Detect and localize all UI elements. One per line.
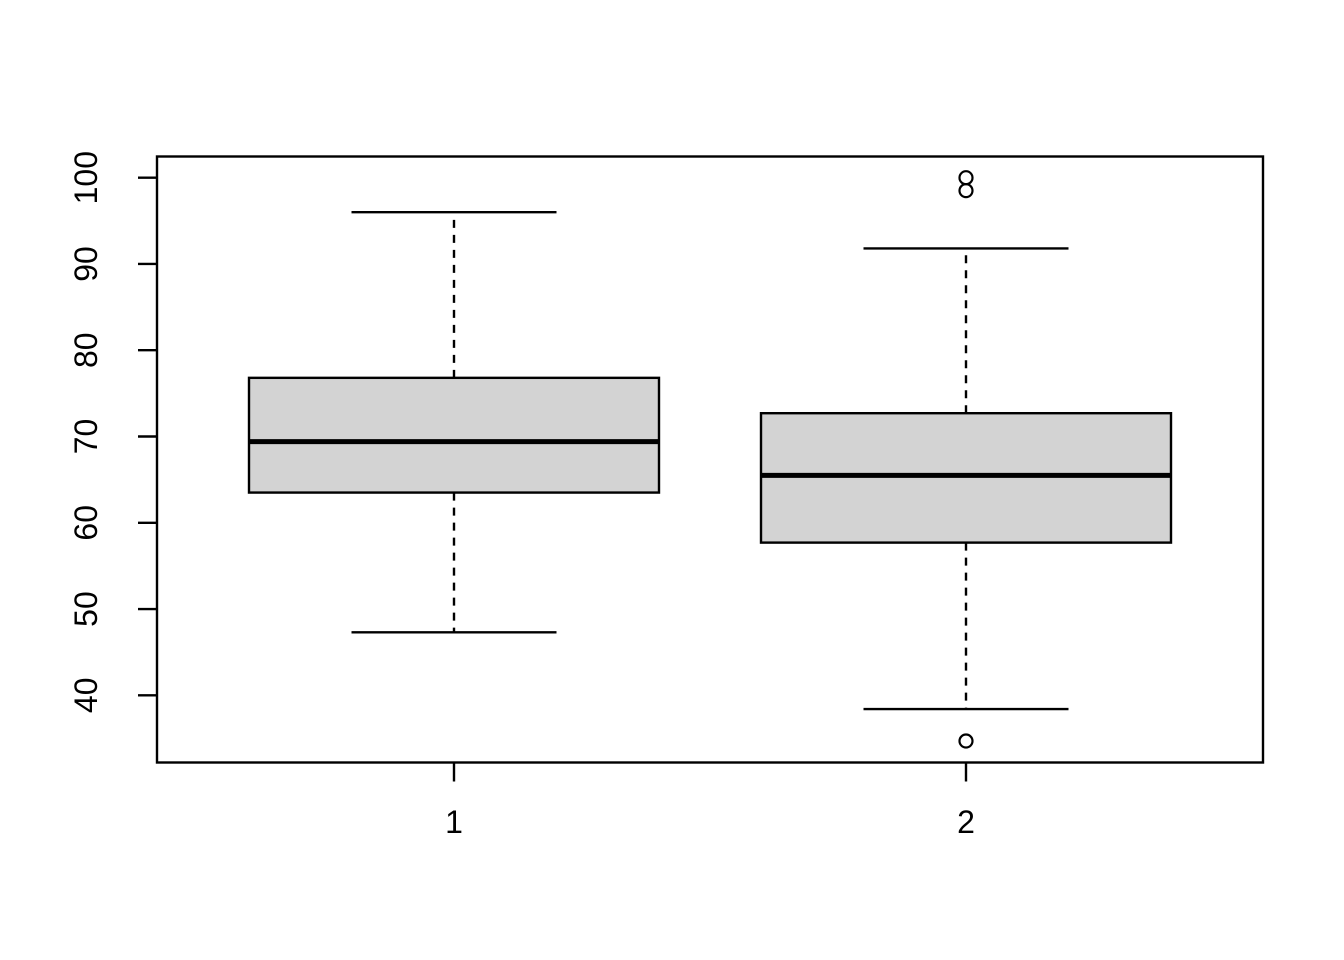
y-axis-tick-label: 50 <box>68 591 104 627</box>
x-axis-tick-label: 2 <box>957 804 975 840</box>
y-axis-tick-label: 70 <box>68 419 104 455</box>
iqr-box <box>247 376 661 494</box>
iqr-box <box>759 412 1173 544</box>
y-axis-tick-label: 40 <box>68 678 104 714</box>
outlier-point <box>958 183 974 199</box>
y-axis-tick-label: 100 <box>68 151 104 204</box>
y-axis-tick-label: 90 <box>68 246 104 282</box>
y-axis-tick-label: 80 <box>68 332 104 368</box>
outlier-point <box>958 170 974 186</box>
plot-border <box>155 155 1265 764</box>
outlier-point <box>958 733 974 749</box>
y-axis-tick-label: 60 <box>68 505 104 541</box>
x-axis-tick-label: 1 <box>445 804 463 840</box>
